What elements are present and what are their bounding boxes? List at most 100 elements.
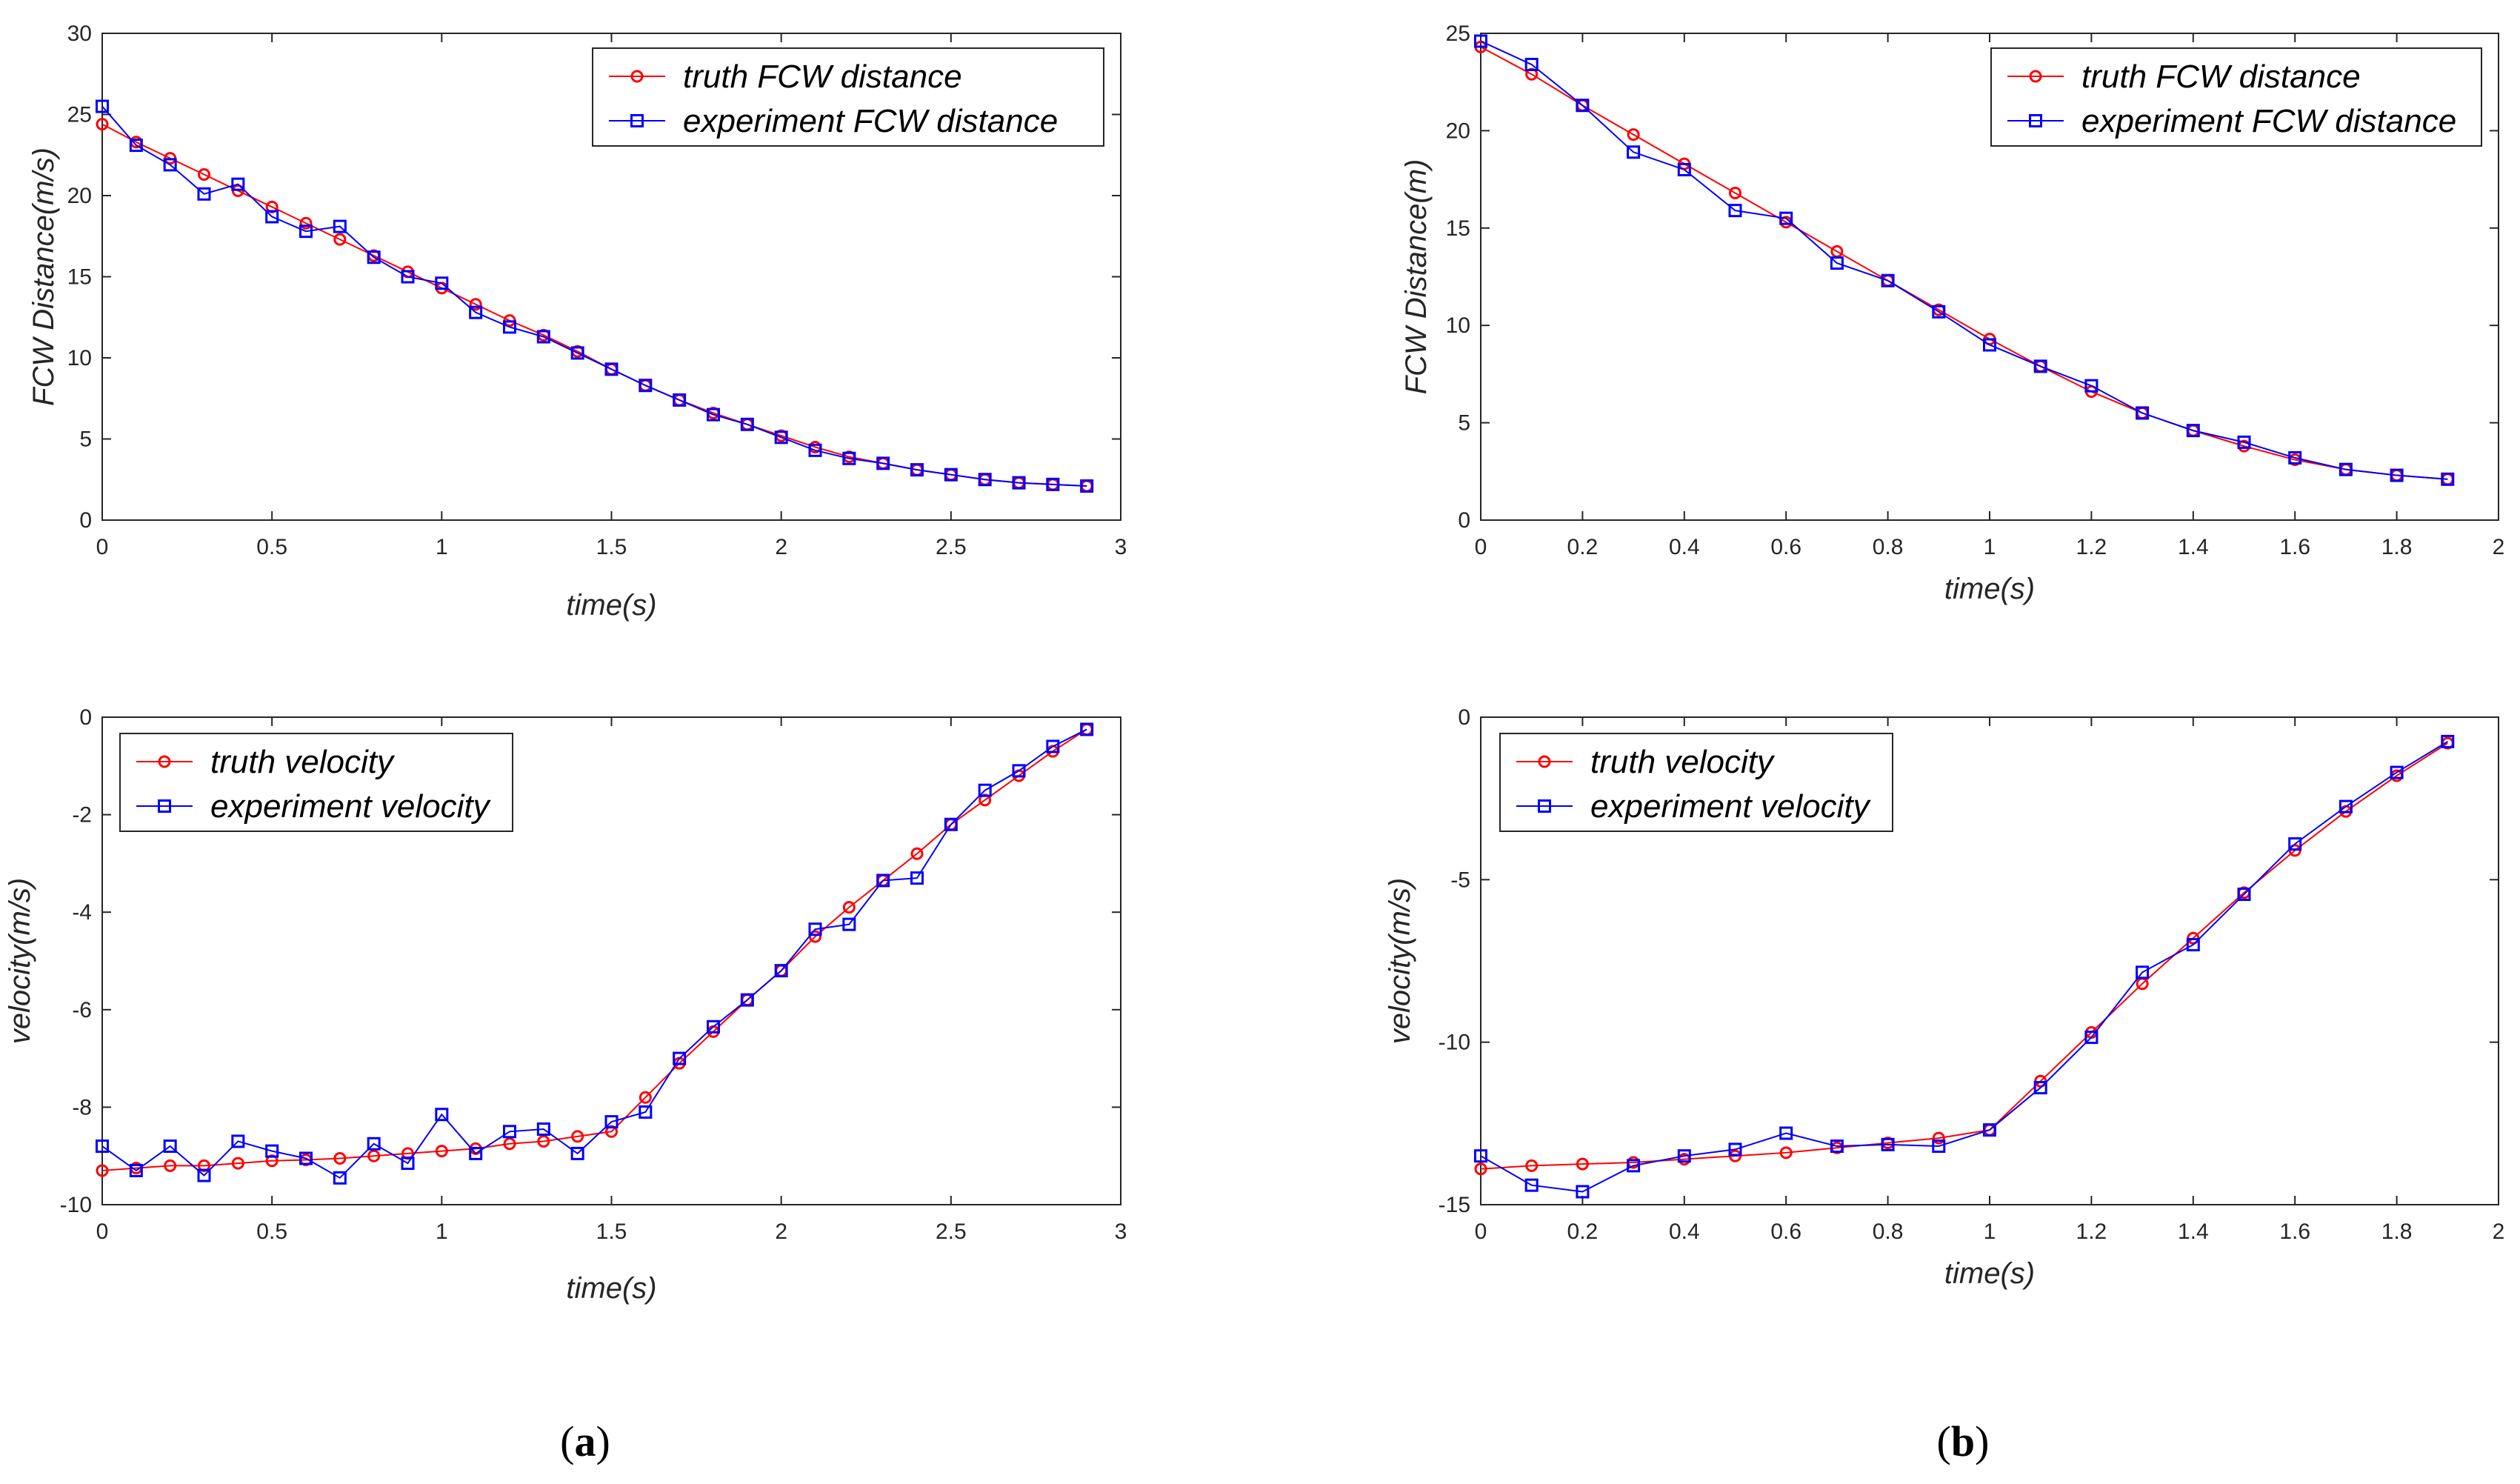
data-point xyxy=(604,1115,619,1129)
x-axis-label: time(s) xyxy=(1944,1257,2035,1290)
y-tick-label: 10 xyxy=(1446,313,1470,338)
legend-label: experiment FCW distance xyxy=(2081,103,2456,139)
x-tick-label: 1.4 xyxy=(2178,535,2209,559)
data-point xyxy=(774,964,788,978)
data-point xyxy=(537,1134,550,1148)
x-tick-label: 2 xyxy=(775,535,787,559)
x-tick-label: 0.5 xyxy=(256,535,287,559)
legend-swatch-marker xyxy=(1538,755,1551,768)
y-tick-label: -4 xyxy=(72,900,92,925)
data-point xyxy=(910,847,924,860)
legend-box xyxy=(1499,733,1893,832)
data-point xyxy=(1932,1131,1945,1145)
legend-box xyxy=(119,733,513,832)
data-point xyxy=(1932,305,1946,319)
legend-label: truth velocity xyxy=(1590,744,1776,780)
data-point xyxy=(367,1149,381,1162)
data-point xyxy=(367,250,381,264)
legend: truth velocity experiment velocity xyxy=(119,733,513,832)
legend-swatch-marker xyxy=(630,70,644,83)
series-line xyxy=(1480,742,2448,1170)
series-square-1 xyxy=(1474,734,2455,1199)
data-point xyxy=(1830,256,1844,270)
legend-label: experiment FCW distance xyxy=(683,103,1058,139)
x-tick-label: 2 xyxy=(2493,1220,2505,1244)
legend: truth velocity experiment velocity xyxy=(1499,733,1893,832)
x-tick-label: 0.4 xyxy=(1669,1220,1700,1244)
data-point xyxy=(1728,204,1742,218)
legend-label: truth FCW distance xyxy=(683,59,962,95)
data-point xyxy=(129,1163,143,1177)
y-tick-label: 30 xyxy=(67,21,92,46)
legend-swatch-marker xyxy=(2029,114,2042,127)
data-point xyxy=(842,451,856,465)
y-axis-label: velocity(m/s) xyxy=(1384,878,1416,1044)
x-tick-label: 0.2 xyxy=(1567,535,1599,559)
y-tick-label: -10 xyxy=(60,1193,92,1217)
data-point xyxy=(1983,1123,1996,1137)
data-point xyxy=(1576,99,1590,113)
data-point xyxy=(163,1139,177,1154)
data-point xyxy=(1012,764,1026,778)
x-tick-label: 3 xyxy=(1115,1220,1127,1244)
data-point xyxy=(1779,1146,1793,1159)
data-point xyxy=(1677,162,1691,176)
data-point xyxy=(1576,1157,1589,1171)
y-tick-label: -15 xyxy=(1439,1193,1470,1217)
caption-b: (b) xyxy=(1937,1417,1990,1465)
data-point xyxy=(740,993,754,1007)
y-tick-label: 25 xyxy=(67,103,92,127)
x-tick-label: 1.8 xyxy=(2381,1220,2413,1244)
data-point xyxy=(910,463,924,477)
legend-swatch-marker xyxy=(2029,70,2042,83)
data-point xyxy=(164,1159,177,1172)
data-point xyxy=(503,320,516,334)
x-tick-label: 1 xyxy=(1984,535,1996,559)
data-point xyxy=(639,1105,653,1119)
data-point xyxy=(1627,1159,1641,1173)
x-tick-label: 1.6 xyxy=(2279,1220,2310,1244)
y-tick-label: -6 xyxy=(72,998,92,1022)
y-tick-label: 15 xyxy=(1446,216,1470,241)
data-point xyxy=(1983,338,1996,352)
x-tick-label: 2 xyxy=(775,1220,787,1244)
data-point xyxy=(96,99,109,113)
data-point xyxy=(1830,1139,1844,1154)
data-point xyxy=(231,177,245,191)
data-point xyxy=(1080,722,1094,736)
y-tick-label: 10 xyxy=(67,346,92,370)
x-tick-label: 1.2 xyxy=(2076,1220,2107,1244)
chart-b-distance: 0 0.2 0.4 0.6 0.8 1 1.2 1.4 1.6 1.8 20510152025tim… xyxy=(1400,21,2504,605)
data-point xyxy=(944,468,958,482)
data-point xyxy=(96,118,109,131)
data-point xyxy=(367,1137,381,1151)
data-point xyxy=(333,219,347,233)
y-tick-label: 15 xyxy=(67,265,92,290)
y-tick-label: 0 xyxy=(79,705,92,730)
data-point xyxy=(808,443,822,457)
data-point xyxy=(1012,476,1026,490)
data-point xyxy=(2084,379,2099,393)
x-tick-label: 0 xyxy=(1475,535,1487,559)
data-point xyxy=(774,430,788,445)
data-point xyxy=(1729,186,1741,199)
legend-label: experiment velocity xyxy=(1590,788,1872,825)
data-point xyxy=(673,1051,687,1065)
x-tick-label: 1.5 xyxy=(596,535,627,559)
x-tick-label: 2.5 xyxy=(936,1220,967,1244)
data-point xyxy=(2390,765,2404,779)
data-point xyxy=(1046,739,1060,753)
data-point xyxy=(2441,734,2455,748)
data-point xyxy=(333,233,347,246)
data-point xyxy=(197,1168,211,1182)
data-point xyxy=(1046,477,1060,491)
data-point xyxy=(129,139,143,153)
x-tick-label: 1.8 xyxy=(2381,535,2413,559)
y-tick-label: 5 xyxy=(1458,411,1470,436)
legend-label: experiment velocity xyxy=(210,788,492,825)
data-point xyxy=(1080,479,1094,493)
data-point xyxy=(2339,462,2353,476)
data-point xyxy=(401,1157,415,1171)
data-point xyxy=(707,407,720,422)
